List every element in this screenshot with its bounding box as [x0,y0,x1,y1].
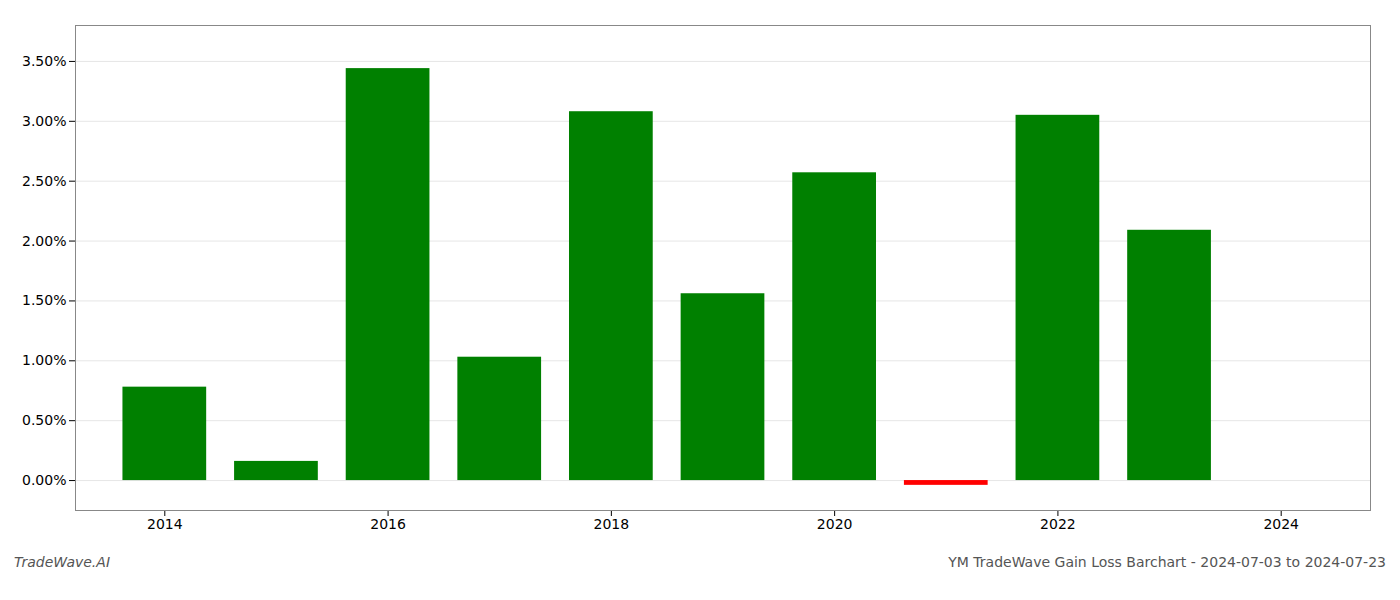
svg-text:3.50%: 3.50% [22,53,66,69]
html-text:YM TradeWave Gain Loss Barchar: YM TradeWave Gain Loss Barchart - 2024-0… [948,554,1386,570]
svg-text:2020: 2020 [817,516,853,532]
svg-text:0.50%: 0.50% [22,412,66,428]
html-text:TradeWave.AI: TradeWave.AI [14,554,110,570]
svg-text:3.00%: 3.00% [22,113,66,129]
svg-text:1.00%: 1.00% [22,352,66,368]
svg-text:0.00%: 0.00% [22,472,66,488]
svg-text:2016: 2016 [370,516,406,532]
svg-text:2.00%: 2.00% [22,233,66,249]
svg-text:1.50%: 1.50% [22,292,66,308]
svg-text:2022: 2022 [1040,516,1076,532]
svg-text:2.50%: 2.50% [22,173,66,189]
svg-text:2018: 2018 [594,516,630,532]
svg-text:2014: 2014 [147,516,183,532]
svg-text:2024: 2024 [1263,516,1299,532]
